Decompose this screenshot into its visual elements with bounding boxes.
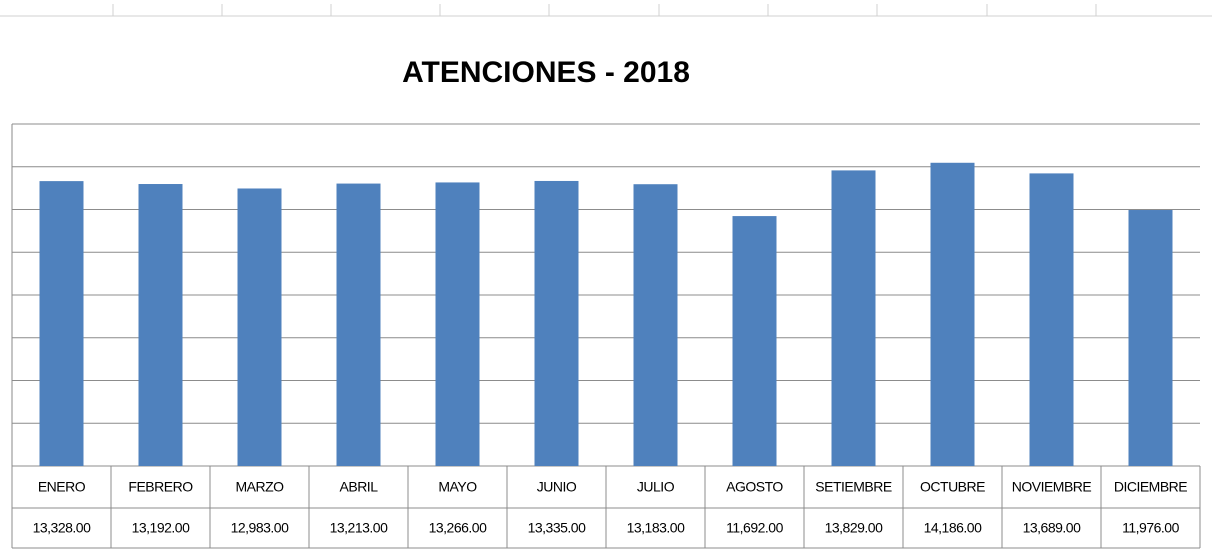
category-label: NOVIEMBRE: [1012, 479, 1092, 495]
sheet-row: [0, 4, 1212, 17]
value-label: 11,976.00: [1122, 520, 1179, 536]
category-label: AGOSTO: [726, 479, 783, 495]
chart-title: ATENCIONES - 2018: [402, 56, 690, 89]
value-label: 11,692.00: [726, 520, 783, 536]
value-label: 13,689.00: [1023, 520, 1081, 536]
bar: [930, 162, 975, 467]
bar: [534, 180, 579, 467]
value-label: 12,983.00: [231, 520, 289, 536]
category-label: SETIEMBRE: [815, 479, 892, 495]
bar: [633, 184, 678, 466]
value-label: 13,183.00: [627, 520, 685, 536]
category-label: JULIO: [637, 479, 675, 495]
bar: [831, 170, 876, 466]
category-label: FEBRERO: [128, 479, 193, 495]
value-label: 13,335.00: [528, 520, 586, 536]
bar: [1029, 173, 1074, 466]
category-label: MARZO: [235, 479, 284, 495]
bar: [138, 184, 183, 466]
value-label: 14,186.00: [924, 520, 982, 536]
category-label: DICIEMBRE: [1114, 479, 1187, 495]
bar: [237, 188, 282, 466]
value-label: 13,328.00: [33, 520, 91, 536]
value-label: 13,192.00: [132, 520, 190, 536]
bar: [1128, 210, 1173, 466]
category-label: ENERO: [38, 479, 86, 495]
bar: [732, 216, 777, 466]
category-label: JUNIO: [537, 479, 577, 495]
bar: [336, 183, 381, 466]
value-label: 13,213.00: [330, 520, 388, 536]
bar: [435, 182, 480, 466]
value-label: 13,829.00: [825, 520, 883, 536]
category-label: MAYO: [438, 479, 477, 495]
category-label: ABRIL: [340, 479, 379, 495]
value-label: 13,266.00: [429, 520, 487, 536]
bar: [39, 181, 84, 466]
category-label: OCTUBRE: [920, 479, 985, 495]
